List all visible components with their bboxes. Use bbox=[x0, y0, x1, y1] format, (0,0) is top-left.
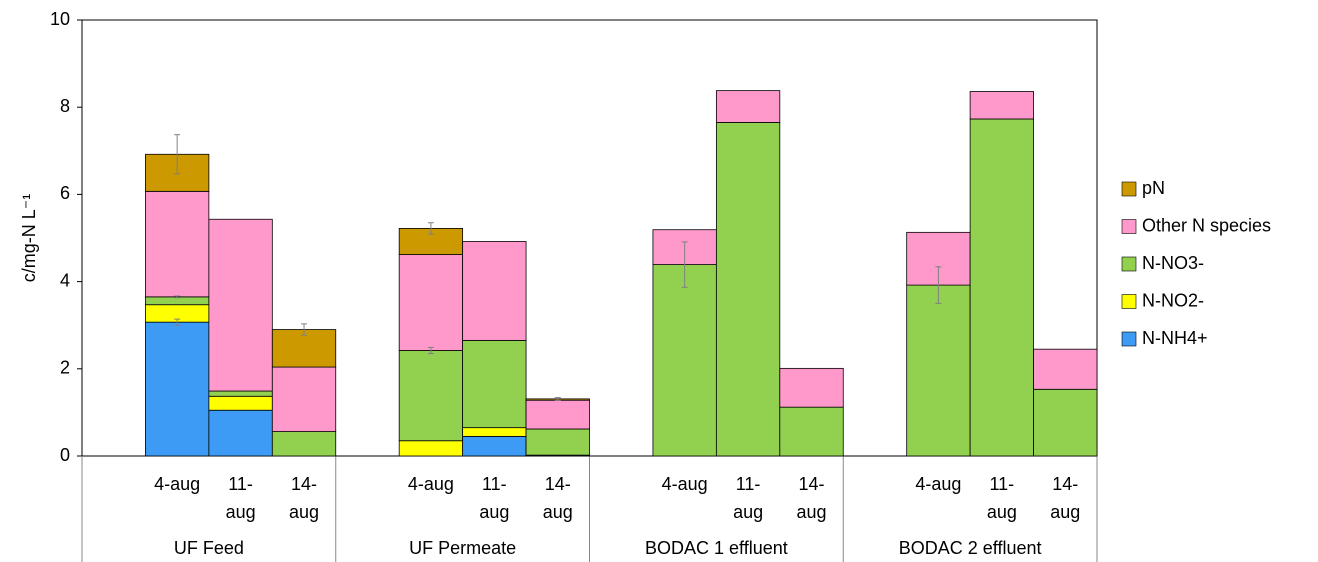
legend-label: pN bbox=[1142, 178, 1165, 198]
bar-segment bbox=[462, 340, 527, 429]
x-tick-label: 4-aug bbox=[915, 474, 961, 494]
legend-label: N-NO3- bbox=[1142, 253, 1204, 273]
group-label: BODAC 2 effluent bbox=[899, 538, 1042, 558]
legend-label: Other N species bbox=[1142, 215, 1271, 235]
legend-swatch bbox=[1121, 181, 1137, 197]
bar-segment bbox=[969, 118, 1034, 457]
bar-segment bbox=[208, 409, 273, 457]
bar-segment bbox=[398, 350, 464, 442]
legend-swatch bbox=[1121, 331, 1137, 347]
y-tick-label: 8 bbox=[60, 96, 70, 116]
bar-segment bbox=[145, 321, 210, 457]
x-tick-label: 14-aug bbox=[797, 474, 827, 522]
bar-segment bbox=[779, 406, 844, 457]
bar-segment bbox=[208, 395, 273, 411]
bar-segment bbox=[208, 218, 273, 392]
bar-segment bbox=[969, 91, 1034, 120]
error-bar bbox=[174, 134, 181, 175]
x-tick-label: 4-aug bbox=[662, 474, 708, 494]
x-tick-label: 4-aug bbox=[408, 474, 454, 494]
bar-segment bbox=[906, 284, 971, 457]
error-bar bbox=[427, 346, 434, 355]
x-tick-label: 11-aug bbox=[987, 474, 1017, 522]
error-bar bbox=[174, 295, 181, 299]
x-tick-label: 14-aug bbox=[289, 474, 319, 522]
y-tick-label: 10 bbox=[50, 9, 70, 29]
error-bar bbox=[554, 397, 561, 401]
bar-segment bbox=[208, 390, 273, 397]
bar-segment bbox=[652, 264, 717, 457]
error-bar bbox=[174, 318, 181, 326]
x-tick-label: 14-aug bbox=[543, 474, 573, 522]
bar-segment bbox=[1033, 388, 1098, 457]
group-label: UF Feed bbox=[174, 538, 244, 558]
bar-segment bbox=[271, 329, 337, 368]
bar-segment bbox=[715, 90, 781, 123]
x-tick-label: 4-aug bbox=[154, 474, 200, 494]
legend-swatch bbox=[1121, 294, 1137, 309]
bar-segment bbox=[271, 431, 337, 457]
error-bar bbox=[427, 222, 434, 235]
legend-swatch bbox=[1121, 256, 1137, 272]
bar-segment bbox=[525, 399, 590, 430]
bar-segment bbox=[398, 440, 464, 457]
x-tick-label: 11-aug bbox=[733, 474, 763, 522]
bar-segment bbox=[715, 122, 781, 457]
y-tick-label: 2 bbox=[60, 358, 70, 378]
bar-segment bbox=[462, 435, 527, 457]
group-label: BODAC 1 effluent bbox=[645, 538, 788, 558]
y-axis-label: c/mg-N L⁻¹ bbox=[19, 194, 39, 283]
y-tick-label: 4 bbox=[60, 270, 70, 290]
legend-label: N-NH4+ bbox=[1142, 328, 1208, 348]
legend-label: N-NO2- bbox=[1142, 290, 1204, 310]
x-tick-label: 11-aug bbox=[479, 474, 509, 522]
legend-swatch bbox=[1121, 219, 1137, 234]
bar-segment bbox=[1033, 348, 1098, 390]
error-bar bbox=[301, 323, 308, 336]
group-label: UF Permeate bbox=[409, 538, 516, 558]
bar-segment bbox=[398, 254, 464, 351]
x-tick-label: 11-aug bbox=[226, 474, 256, 522]
y-tick-label: 6 bbox=[60, 183, 70, 203]
y-tick-label: 0 bbox=[60, 445, 70, 465]
bar-segment bbox=[525, 428, 590, 456]
error-bar bbox=[681, 241, 688, 288]
bar-segment bbox=[145, 190, 210, 298]
x-tick-label: 14-aug bbox=[1050, 474, 1080, 522]
bar-segment bbox=[462, 427, 527, 437]
bar-segment bbox=[271, 366, 337, 432]
bar-segment bbox=[779, 367, 844, 408]
error-bar bbox=[935, 266, 942, 304]
bar-segment bbox=[462, 241, 527, 341]
